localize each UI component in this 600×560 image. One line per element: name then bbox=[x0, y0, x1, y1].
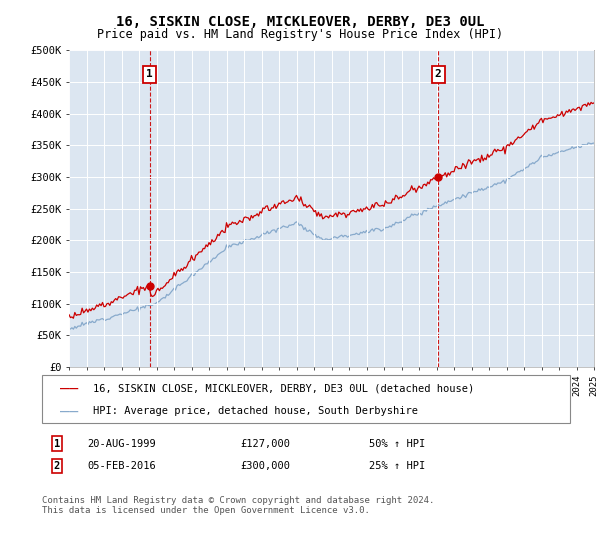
Text: 05-FEB-2016: 05-FEB-2016 bbox=[87, 461, 156, 471]
Text: ——: —— bbox=[60, 403, 78, 418]
Text: Price paid vs. HM Land Registry's House Price Index (HPI): Price paid vs. HM Land Registry's House … bbox=[97, 28, 503, 41]
Text: HPI: Average price, detached house, South Derbyshire: HPI: Average price, detached house, Sout… bbox=[93, 406, 418, 416]
Text: 2: 2 bbox=[434, 69, 442, 80]
Text: 1: 1 bbox=[54, 438, 60, 449]
Text: 50% ↑ HPI: 50% ↑ HPI bbox=[369, 438, 425, 449]
Text: Contains HM Land Registry data © Crown copyright and database right 2024.
This d: Contains HM Land Registry data © Crown c… bbox=[42, 496, 434, 515]
Text: £300,000: £300,000 bbox=[240, 461, 290, 471]
Text: 16, SISKIN CLOSE, MICKLEOVER, DERBY, DE3 0UL: 16, SISKIN CLOSE, MICKLEOVER, DERBY, DE3… bbox=[116, 15, 484, 29]
Text: 2: 2 bbox=[54, 461, 60, 471]
Text: £127,000: £127,000 bbox=[240, 438, 290, 449]
Text: 1: 1 bbox=[146, 69, 153, 80]
Text: 25% ↑ HPI: 25% ↑ HPI bbox=[369, 461, 425, 471]
Text: 20-AUG-1999: 20-AUG-1999 bbox=[87, 438, 156, 449]
Text: 16, SISKIN CLOSE, MICKLEOVER, DERBY, DE3 0UL (detached house): 16, SISKIN CLOSE, MICKLEOVER, DERBY, DE3… bbox=[93, 384, 474, 394]
Text: ——: —— bbox=[60, 381, 78, 396]
